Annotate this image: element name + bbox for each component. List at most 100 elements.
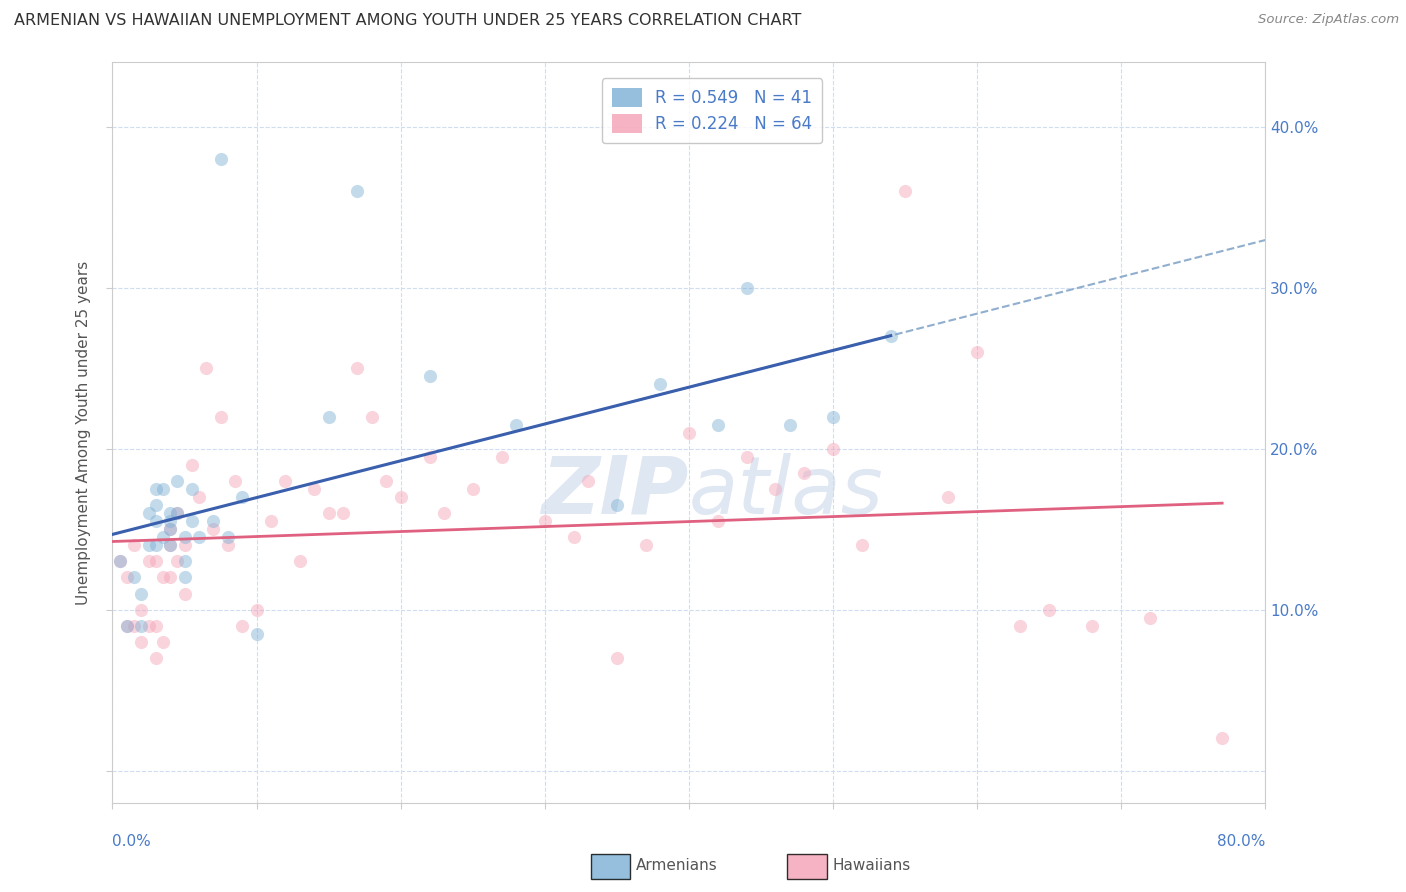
- Point: [152, 570, 174, 584]
- Text: Hawaiians: Hawaiians: [832, 858, 911, 872]
- Point: [360, 409, 382, 424]
- Point: [491, 450, 513, 464]
- Point: [461, 482, 484, 496]
- Point: [129, 602, 153, 616]
- Point: [634, 538, 657, 552]
- Point: [115, 570, 138, 584]
- Point: [1139, 611, 1161, 625]
- Text: ARMENIAN VS HAWAIIAN UNEMPLOYMENT AMONG YOUTH UNDER 25 YEARS CORRELATION CHART: ARMENIAN VS HAWAIIAN UNEMPLOYMENT AMONG …: [14, 13, 801, 29]
- Point: [304, 482, 326, 496]
- Point: [678, 425, 700, 440]
- Point: [332, 506, 354, 520]
- Point: [108, 554, 131, 568]
- Point: [793, 466, 815, 480]
- Point: [129, 619, 153, 633]
- Legend: R = 0.549   N = 41, R = 0.224   N = 64: R = 0.549 N = 41, R = 0.224 N = 64: [602, 78, 823, 144]
- Point: [129, 635, 153, 649]
- Point: [152, 530, 174, 544]
- Point: [159, 514, 181, 528]
- Point: [180, 514, 202, 528]
- Point: [821, 409, 844, 424]
- Text: 80.0%: 80.0%: [1218, 834, 1265, 849]
- Point: [138, 619, 160, 633]
- Point: [346, 361, 368, 376]
- Point: [166, 506, 188, 520]
- Point: [1081, 619, 1104, 633]
- Point: [159, 570, 181, 584]
- Point: [562, 530, 585, 544]
- Point: [224, 474, 246, 488]
- Point: [173, 554, 195, 568]
- Point: [138, 554, 160, 568]
- Point: [180, 458, 202, 472]
- Point: [122, 619, 145, 633]
- Point: [195, 361, 218, 376]
- Point: [145, 514, 167, 528]
- Point: [188, 490, 211, 504]
- Point: [606, 651, 628, 665]
- Point: [202, 514, 225, 528]
- Point: [821, 442, 844, 456]
- Text: Armenians: Armenians: [636, 858, 717, 872]
- Point: [180, 482, 202, 496]
- Point: [202, 522, 225, 536]
- Point: [159, 538, 181, 552]
- Point: [648, 377, 672, 392]
- Point: [159, 522, 181, 536]
- Point: [145, 498, 167, 512]
- Point: [217, 538, 239, 552]
- Text: atlas: atlas: [689, 453, 884, 531]
- Point: [166, 474, 188, 488]
- Point: [419, 450, 441, 464]
- Point: [159, 522, 181, 536]
- Point: [145, 482, 167, 496]
- Point: [936, 490, 959, 504]
- Point: [245, 627, 267, 641]
- Point: [851, 538, 873, 552]
- Point: [966, 345, 988, 359]
- Point: [209, 152, 232, 166]
- Point: [173, 570, 195, 584]
- Point: [735, 281, 758, 295]
- Point: [145, 619, 167, 633]
- Point: [735, 450, 758, 464]
- Point: [765, 482, 787, 496]
- Point: [288, 554, 311, 568]
- Point: [318, 506, 340, 520]
- Point: [706, 417, 728, 432]
- Point: [505, 417, 527, 432]
- Y-axis label: Unemployment Among Youth under 25 years: Unemployment Among Youth under 25 years: [76, 260, 91, 605]
- Point: [145, 554, 167, 568]
- Point: [260, 514, 283, 528]
- Point: [606, 498, 628, 512]
- Point: [188, 530, 211, 544]
- Point: [129, 586, 153, 600]
- Point: [894, 184, 917, 198]
- Point: [1038, 602, 1060, 616]
- Point: [318, 409, 340, 424]
- Point: [1211, 731, 1233, 746]
- Point: [173, 530, 195, 544]
- Text: ZIP: ZIP: [541, 453, 689, 531]
- Point: [173, 586, 195, 600]
- Point: [166, 506, 188, 520]
- Point: [274, 474, 297, 488]
- Point: [346, 184, 368, 198]
- Point: [108, 554, 131, 568]
- Point: [138, 506, 160, 520]
- Point: [122, 538, 145, 552]
- Point: [1010, 619, 1032, 633]
- Point: [122, 570, 145, 584]
- Point: [173, 538, 195, 552]
- Point: [145, 651, 167, 665]
- Point: [375, 474, 398, 488]
- Point: [152, 635, 174, 649]
- Point: [159, 538, 181, 552]
- Point: [533, 514, 555, 528]
- Text: 0.0%: 0.0%: [112, 834, 152, 849]
- Point: [231, 619, 253, 633]
- Point: [779, 417, 801, 432]
- Point: [115, 619, 138, 633]
- Point: [209, 409, 232, 424]
- Point: [115, 619, 138, 633]
